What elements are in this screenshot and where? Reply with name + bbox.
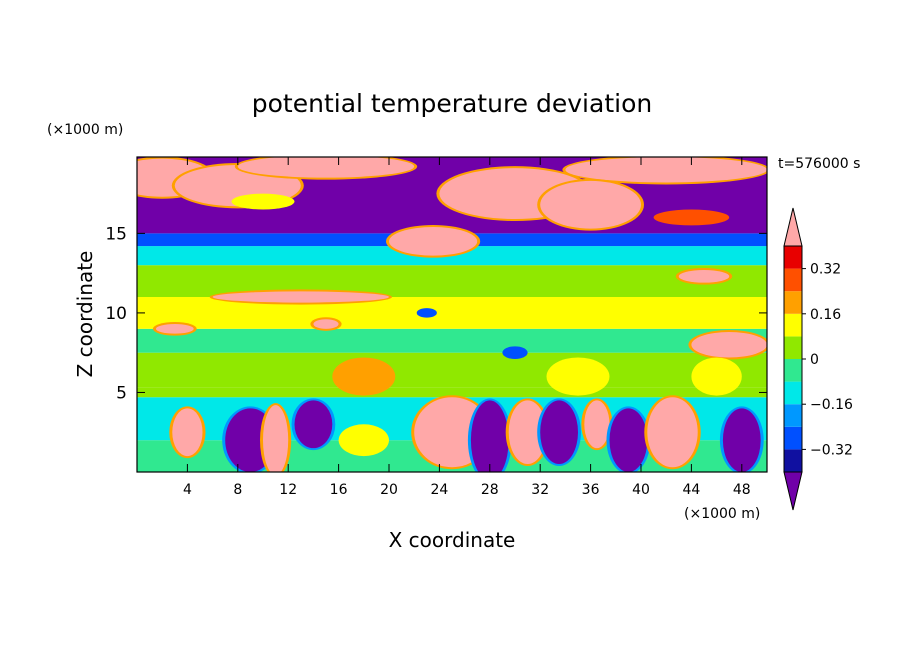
x-unit-label: (×1000 m): [684, 506, 760, 522]
field-blob-27: [537, 398, 581, 467]
plot-frame: [136, 156, 768, 473]
field-blob-5: [537, 178, 644, 231]
chart-title: potential temperature deviation: [252, 89, 652, 118]
y-tick-label-0: 5: [116, 383, 127, 403]
y-tick-label-2: 15: [105, 224, 127, 244]
field-blob-10: [675, 267, 733, 285]
x-tick-label-4: 20: [380, 482, 398, 498]
colorbar-swatch-5: [784, 336, 802, 359]
x-axis-label: X coordinate: [389, 528, 516, 552]
x-tick-label-7: 32: [531, 482, 549, 498]
x-tick-label-3: 16: [330, 482, 348, 498]
colorbar-swatch-9: [784, 246, 802, 269]
time-label: t=576000 s: [778, 156, 860, 172]
colorbar-swatch-4: [784, 359, 802, 382]
field-blob-19: [169, 406, 206, 459]
field-blob-26: [505, 398, 550, 467]
field-layer-4: [137, 328, 767, 353]
colorbar-tick-label-3: −0.16: [810, 397, 853, 413]
field-blob-23: [338, 424, 389, 457]
y-axis: 5 10 15: [105, 224, 767, 403]
x-tick-label-0: 4: [183, 482, 192, 498]
x-tick-label-11: 48: [733, 482, 751, 498]
field-blob-3: [562, 157, 767, 185]
field-blob-9: [209, 289, 392, 305]
colorbar-swatch-1: [784, 426, 802, 450]
y-unit-label: (×1000 m): [47, 122, 123, 138]
colorbar-max-triangle: [783, 207, 803, 247]
x-tick-label-8: 36: [582, 482, 600, 498]
colorbar-tick-label-0: 0.32: [810, 262, 841, 278]
field-blob-18: [416, 308, 437, 318]
colorbar-swatch-7: [784, 291, 802, 314]
plot-area: [137, 157, 767, 472]
field-blob-17: [502, 346, 528, 360]
x-tick-label-10: 44: [682, 482, 700, 498]
x-tick-label-9: 40: [632, 482, 650, 498]
x-tick-label-5: 24: [430, 482, 448, 498]
x-tick-label-1: 8: [233, 482, 242, 498]
x-axis: 4 8 12 16 20 24 28 32 36 40 44 48: [183, 157, 751, 498]
colorbar-min-triangle: [783, 471, 803, 511]
colorbar-swatch-3: [784, 381, 802, 405]
field-blob-11: [310, 317, 342, 331]
x-tick-label-6: 28: [481, 482, 499, 498]
field-blob-2: [234, 157, 418, 180]
field-blob-6: [386, 225, 481, 258]
field-blob-30: [644, 395, 701, 470]
colorbar-swatch-8: [784, 268, 802, 292]
field-blob-25: [467, 398, 512, 472]
colorbar-swatch-2: [784, 404, 802, 427]
colorbar-tick-label-4: −0.32: [810, 442, 853, 458]
colorbar-tick-label-1: 0.16: [810, 307, 841, 323]
field-blob-13: [688, 330, 767, 360]
colorbar: 0.32 0.16 0 −0.16 −0.32: [783, 207, 853, 511]
field-blob-22: [291, 398, 336, 451]
y-axis-label: Z coordinate: [73, 251, 97, 378]
colorbar-swatch-0: [784, 449, 802, 472]
x-tick-label-2: 12: [279, 482, 297, 498]
y-tick-label-1: 10: [105, 304, 127, 324]
field-layer-2: [137, 387, 767, 398]
field-blob-12: [152, 322, 197, 336]
colorbar-tick-label-2: 0: [810, 352, 819, 368]
field-blob-16: [691, 357, 742, 396]
field-blob-29: [606, 406, 651, 472]
field-blob-31: [719, 406, 764, 472]
field-blob-21: [260, 403, 292, 472]
field-blob-15: [546, 357, 610, 396]
field-blob-7: [653, 209, 730, 226]
field-blob-28: [581, 398, 613, 451]
field-layer-3: [137, 352, 767, 388]
field-blob-8: [231, 193, 295, 210]
field-blob-14: [332, 357, 396, 396]
colorbar-swatch-6: [784, 313, 802, 337]
